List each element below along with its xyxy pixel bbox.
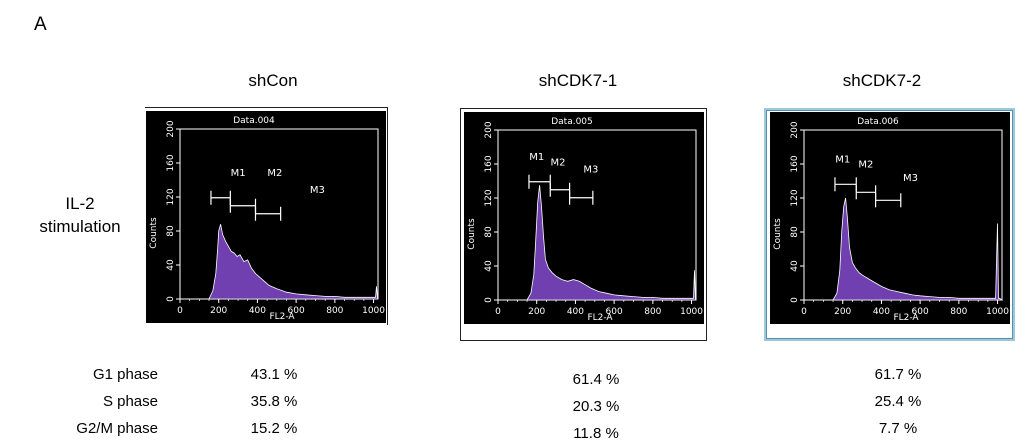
stat-value-shcdk7-2-g1: 61.7 % (874, 366, 922, 383)
stat-value-shcdk7-1-g1: 61.4 % (572, 371, 620, 388)
y-tick-label: 120 (166, 188, 176, 205)
y-tick-label: 160 (790, 155, 800, 172)
y-tick-label: 200 (484, 121, 494, 138)
x-tick-label: 0 (495, 307, 501, 317)
y-tick-label: 200 (790, 121, 800, 138)
x-tick-label: 800 (950, 307, 967, 317)
stat-value-shcdk7-1-s: 20.3 % (572, 398, 620, 415)
x-tick-label: 600 (288, 306, 305, 316)
x-tick-label: 400 (873, 307, 890, 317)
y-tick-label: 80 (790, 226, 800, 238)
x-tick-label: 400 (249, 306, 266, 316)
stat-value-shcon-g1: 43.1 % (250, 366, 298, 383)
stat-label-s: S phase (102, 393, 158, 410)
y-tick-label: 80 (166, 225, 176, 237)
x-tick-label: 200 (834, 307, 851, 317)
row-label-line-1: IL-2 (65, 194, 95, 213)
stat-label-g1: G1 phase (92, 366, 158, 383)
histogram-area (180, 224, 379, 300)
plot-title: Data.004 (233, 116, 275, 126)
stat-value-shcon-s: 35.8 % (250, 393, 298, 410)
gate-label-m2: M2 (551, 158, 566, 169)
histogram-area (498, 185, 697, 301)
stat-value-shcdk7-2-g2m: 7.7 % (878, 420, 918, 437)
row-label-line-2: stimulation (39, 217, 121, 236)
x-tick-label: 800 (644, 307, 661, 317)
row-label: IL-2 stimulation (10, 192, 150, 238)
histogram-shcdk7-1: Data.005 Counts FL2-A 0 200 400 600 800 1000 0… (464, 112, 704, 324)
y-tick-label: 160 (484, 155, 494, 172)
x-tick-label: 400 (567, 307, 584, 317)
histogram-shcdk7-2: Data.006 Counts FL2-A 0 200 400 600 800 1000 0… (770, 112, 1010, 324)
x-tick-label: 200 (528, 307, 545, 317)
stat-value-shcon-g2m: 15.2 % (250, 420, 298, 437)
x-tick-label: 1000 (362, 306, 385, 316)
y-axis-label: Counts (149, 217, 159, 249)
x-tick-label: 1000 (680, 307, 703, 317)
stat-label-g2m: G2/M phase (76, 420, 158, 437)
x-axis-label: FL2-A (893, 313, 919, 323)
x-axis-label: FL2-A (587, 313, 613, 323)
gate-label-m2: M2 (858, 159, 873, 170)
gate-label-m1: M1 (835, 154, 850, 165)
x-tick-label: 1000 (986, 307, 1009, 317)
y-tick-label: 40 (790, 260, 800, 272)
y-axis-label: Counts (467, 218, 477, 250)
column-title-shcdk7-1: shCDK7-1 (538, 71, 618, 90)
y-tick-label: 200 (166, 120, 176, 137)
x-tick-label: 0 (801, 307, 807, 317)
x-axis-label: FL2-A (269, 312, 295, 322)
plot-title: Data.005 (551, 117, 593, 127)
x-tick-label: 0 (177, 306, 183, 316)
x-tick-label: 800 (326, 306, 343, 316)
gate-label-m2: M2 (267, 168, 282, 179)
y-tick-label: 40 (166, 259, 176, 271)
stat-value-shcdk7-2-s: 25.4 % (874, 393, 922, 410)
x-tick-label: 600 (606, 307, 623, 317)
gate-label-m3: M3 (310, 185, 325, 196)
plot-background (770, 112, 1010, 324)
stat-value-shcdk7-1-g2m: 11.8 % (573, 425, 619, 442)
gate-label-m1: M1 (529, 152, 544, 163)
gate-label-m3: M3 (583, 165, 598, 176)
y-tick-label: 40 (484, 260, 494, 272)
y-axis-label: Counts (773, 218, 783, 250)
histogram-area (804, 197, 1004, 301)
x-tick-label: 600 (912, 307, 929, 317)
y-tick-label: 120 (790, 189, 800, 206)
column-title-shcdk7-2: shCDK7-2 (842, 71, 922, 90)
gate-label-m1: M1 (231, 168, 246, 179)
y-tick-label: 120 (484, 189, 494, 206)
y-tick-label: 0 (484, 297, 494, 303)
histogram-shcon: Data.004 Counts FL2-A 0 200 400 600 800 1000 0… (146, 111, 386, 323)
panel-letter: A (34, 14, 47, 35)
column-title-shcon: shCon (248, 71, 298, 90)
plot-title: Data.006 (857, 117, 899, 127)
y-tick-label: 80 (484, 226, 494, 238)
gate-label-m3: M3 (903, 173, 918, 184)
y-tick-label: 160 (166, 154, 176, 171)
x-tick-label: 200 (210, 306, 227, 316)
y-tick-label: 0 (790, 297, 800, 303)
y-tick-label: 0 (166, 296, 176, 302)
